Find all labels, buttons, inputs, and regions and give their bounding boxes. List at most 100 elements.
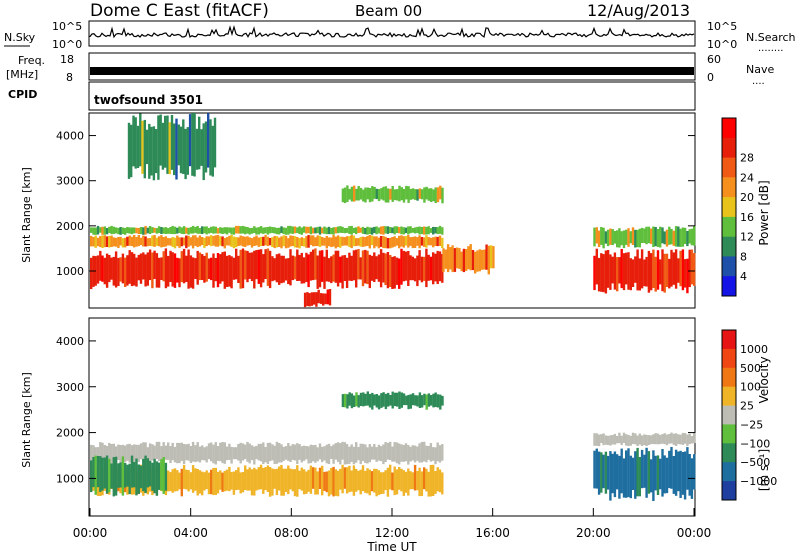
velMarks-cell-1: [280, 444, 283, 463]
powerMarks-cell-1: [393, 236, 396, 247]
powerMarks-cell-0: [316, 255, 319, 289]
velMarks-cell-0: [402, 470, 405, 496]
velMarks-cell-1: [404, 443, 408, 462]
powerMarks-cell-7: [663, 253, 666, 293]
velMarks-cell-1: [330, 446, 333, 459]
powerMarks-cell-1: [121, 238, 125, 248]
velMarks-cell-2: [157, 462, 161, 490]
velMarks-cell-1: [307, 446, 310, 464]
powerMarks-cell-1: [255, 235, 258, 246]
powerMarks-cell-0: [133, 253, 136, 286]
velMarks-cell-5: [683, 433, 687, 444]
velocity-range-label: Slant Range [km]: [20, 372, 33, 468]
velMarks-cell-4: [597, 451, 601, 495]
powerMarks-cell-0: [232, 257, 236, 280]
velMarks-cell-0: [382, 472, 385, 494]
velMarks-cell-1: [368, 444, 371, 463]
powerMarks-cell-2: [119, 227, 122, 235]
powerMarks-cell-0: [142, 252, 145, 280]
velMarks-cell-2: [142, 458, 145, 492]
powerMarks-cell-2: [361, 226, 365, 234]
velMarks-cell-0: [409, 471, 412, 490]
velMarks-cell-1: [126, 444, 129, 461]
powerMarks-cell-7: [659, 259, 662, 285]
powerMarks-cell-0: [420, 256, 424, 283]
colorbar-tick: 28: [740, 152, 754, 165]
velocity-colorbar-label: Velocity: [757, 356, 771, 403]
velMarks-cell-1: [345, 444, 349, 465]
velMarks-cell-1: [359, 443, 362, 465]
powerMarks-cell-1: [273, 235, 276, 249]
velMarks-cell-2: [119, 462, 122, 488]
powerMarks-cell-8: [674, 226, 678, 247]
powerMarks-cell-7: [693, 253, 696, 286]
velMarks-cell-0: [225, 469, 229, 491]
powerMarks-cell-0: [348, 252, 351, 281]
velMarks-cell-0: [425, 468, 428, 492]
powerMarks-cell-7: [625, 252, 628, 285]
velMarks-cell-0: [248, 467, 251, 491]
powerMarks-cell-0: [416, 255, 419, 287]
powerMarks-cell-4: [400, 187, 403, 201]
powerMarks-cell-2: [343, 228, 347, 234]
powerMarks-cell-0: [203, 255, 206, 283]
velMarks-cell-0: [350, 470, 353, 492]
powerMarks-cell-6: [458, 248, 461, 269]
velMarks-cell-3: [382, 392, 385, 407]
powerMarks-cell-1: [96, 237, 100, 247]
powerMarks-cell-1: [359, 237, 362, 247]
powerMarks-cell-1: [103, 235, 106, 248]
powerMarks-cell-8: [636, 229, 639, 248]
velMarks-cell-4: [627, 448, 630, 498]
velMarks-cell-1: [266, 442, 270, 464]
powerMarks-cell-2: [212, 226, 215, 234]
velMarks-cell-4: [629, 455, 632, 499]
powerMarks-cell-2: [257, 227, 260, 235]
powerMarks-cell-1: [429, 237, 433, 246]
velMarks-cell-0: [282, 468, 285, 496]
powerMarks-cell-5: [168, 122, 171, 175]
powerMarks-cell-4: [350, 186, 354, 202]
powerMarks-cell-7: [600, 253, 603, 292]
powerMarks-cell-6: [469, 244, 472, 271]
velMarks-cell-3: [373, 394, 376, 406]
powerMarks-cell-4: [393, 189, 397, 201]
velMarks-cell-1: [216, 446, 220, 461]
velMarks-cell-4: [679, 450, 682, 498]
powerMarks-cell-4: [427, 188, 431, 201]
powerMarks-cell-5: [161, 122, 165, 170]
velMarks-cell-0: [298, 470, 301, 490]
velMarks-cell-1: [357, 447, 360, 461]
powerMarks-cell-0: [368, 254, 371, 289]
powerMarks-cell-2: [438, 225, 442, 234]
velMarks-cell-4: [622, 458, 626, 498]
velMarks-cell-1: [386, 442, 390, 460]
powerMarks-cell-0: [112, 256, 115, 286]
velMarks-cell-0: [214, 467, 217, 495]
powerMarks-cell-7: [650, 253, 653, 291]
powerMarks-cell-0: [119, 257, 122, 282]
velMarks-cell-1: [92, 445, 95, 463]
velMarks-cell-3: [350, 393, 354, 409]
powerMarks-cell-8: [688, 229, 691, 244]
colorbar-tick: −1000: [740, 475, 777, 488]
powerMarks-cell-2: [94, 227, 97, 235]
velMarks-cell-1: [257, 443, 260, 461]
powerMarks-cell-2: [389, 227, 392, 234]
powerMarks-cell-4: [407, 186, 410, 203]
powerMarks-cell-8: [625, 229, 628, 245]
powerMarks-cell-0: [275, 254, 279, 283]
powerMarks-cell-0: [90, 257, 93, 290]
velMarks-cell-0: [223, 470, 226, 492]
range-tick-label: 4000: [56, 335, 84, 348]
powerMarks-cell-0: [105, 253, 109, 288]
velMarks-cell-0: [411, 472, 414, 490]
velMarks-cell-5: [645, 434, 648, 446]
powerMarks-cell-8: [602, 227, 605, 249]
velocity-colorbar: −1000 −500 −100 −25 25 100 500 1000: [721, 329, 777, 501]
velMarks-cell-0: [235, 470, 238, 491]
velMarks-cell-1: [232, 447, 236, 460]
powerMarks-cell-4: [396, 189, 399, 201]
powerMarks-cell-4: [348, 188, 351, 200]
